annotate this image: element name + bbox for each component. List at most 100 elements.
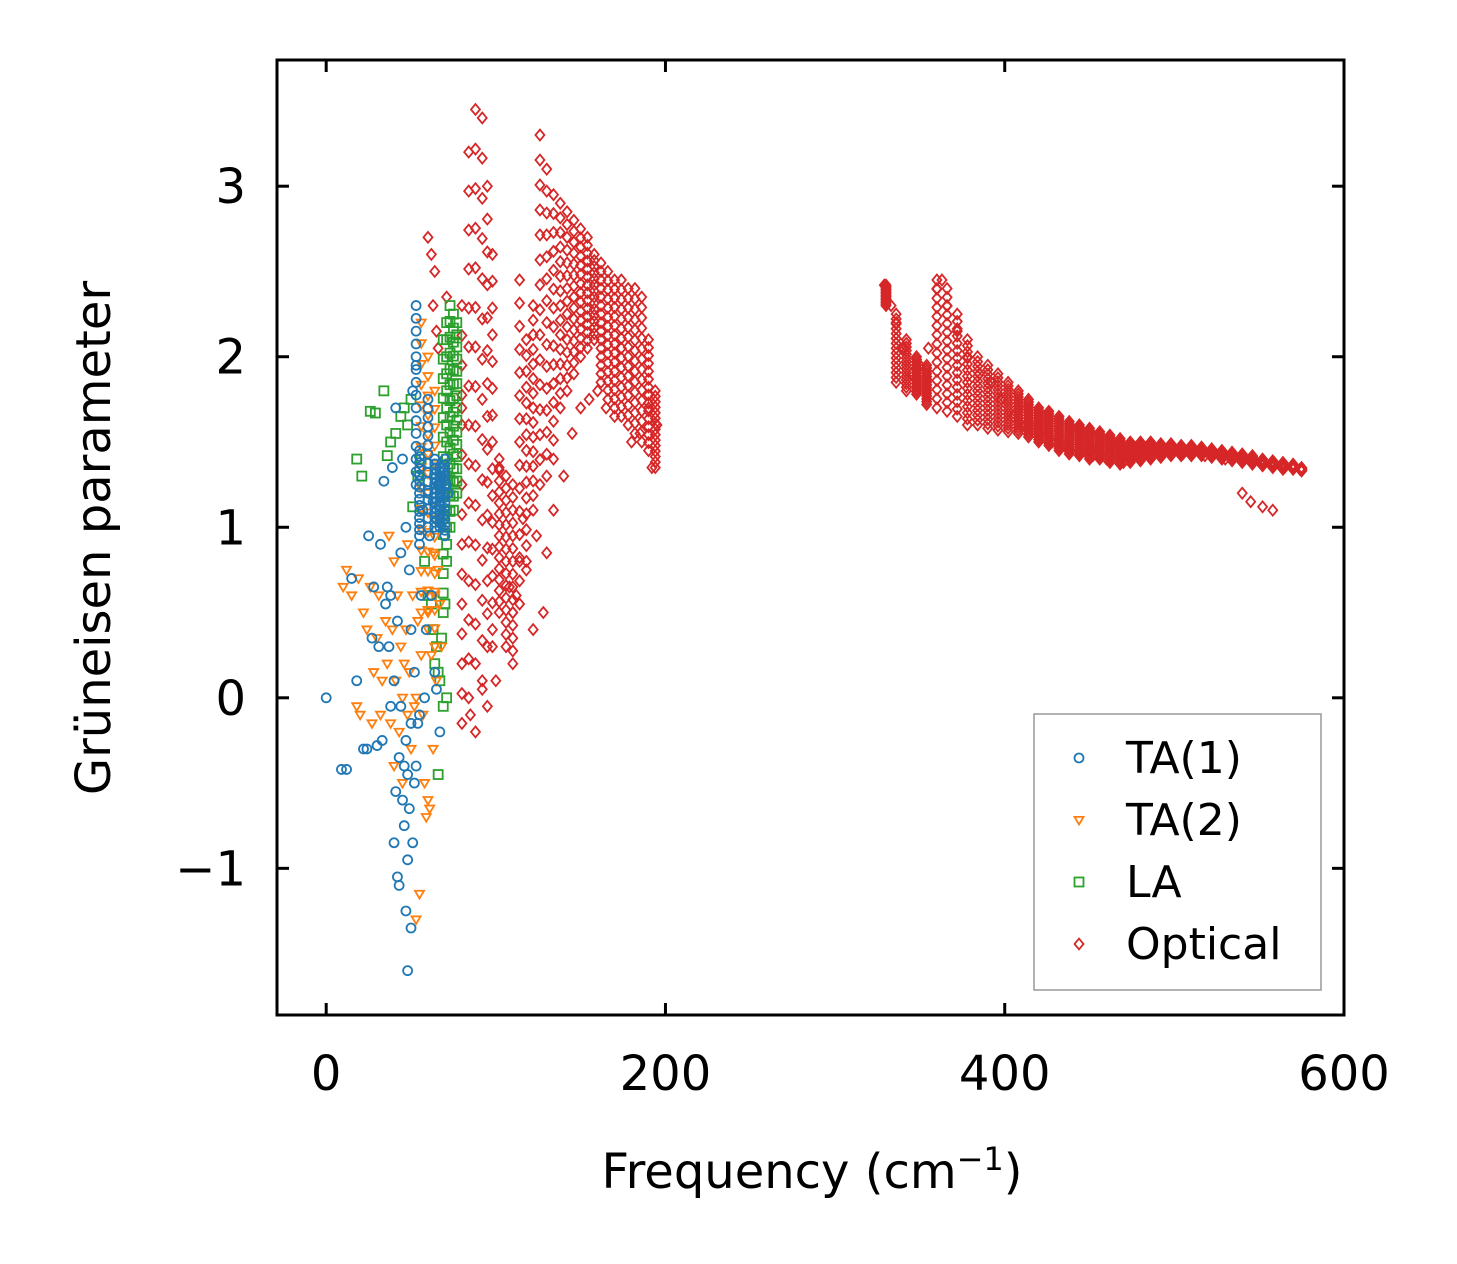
- data-point-optical: [931, 291, 943, 306]
- data-point-ta-2: [428, 606, 441, 617]
- data-point-optical: [547, 206, 560, 221]
- data-point-optical: [527, 488, 539, 503]
- data-point-ta-2: [398, 659, 411, 670]
- data-point-optical: [463, 418, 475, 432]
- data-point-optical: [561, 230, 573, 245]
- data-point-optical: [513, 527, 526, 542]
- data-point-optical: [951, 402, 963, 416]
- data-point-optical: [527, 622, 539, 637]
- data-point-optical: [554, 401, 566, 415]
- data-point-optical: [486, 354, 499, 369]
- data-point-ta-2: [435, 642, 448, 653]
- data-point-optical: [481, 475, 494, 490]
- data-point-optical: [1245, 494, 1257, 509]
- data-point-optical: [588, 320, 600, 335]
- data-point-optical: [1226, 445, 1238, 460]
- data-point-optical: [588, 296, 600, 310]
- data-point-optical: [941, 308, 953, 322]
- data-point-optical: [1012, 384, 1024, 398]
- data-point-optical: [500, 591, 512, 605]
- data-point-ta-1: [425, 590, 437, 601]
- data-point-optical: [931, 328, 943, 342]
- data-point-optical: [642, 356, 655, 371]
- data-point-optical: [541, 381, 553, 396]
- legend-entries: TA(1) TA(2) LA Optical: [1072, 733, 1281, 970]
- y-tick-label: 3: [215, 159, 246, 215]
- data-point-ta-1: [409, 666, 420, 678]
- data-point-optical: [500, 627, 512, 642]
- data-point-ta-1: [439, 497, 451, 509]
- x-axis-label: Frequency (cm−1): [601, 1140, 1022, 1200]
- data-point-ta-1: [410, 300, 422, 311]
- data-point-optical: [1114, 433, 1126, 448]
- legend-label-la: LA: [1126, 857, 1182, 908]
- data-point-optical: [493, 550, 505, 565]
- data-point-optical: [961, 412, 974, 426]
- data-point-optical: [1287, 457, 1299, 471]
- data-point-optical: [534, 128, 546, 142]
- data-point-optical: [1144, 435, 1157, 449]
- data-point-optical: [951, 343, 963, 358]
- data-point-optical: [992, 366, 1004, 381]
- data-point-optical: [534, 203, 546, 217]
- data-point-optical: [636, 331, 648, 346]
- data-point-optical: [1256, 499, 1269, 514]
- data-point-optical: [513, 481, 526, 496]
- data-point-optical: [507, 656, 519, 671]
- data-point-optical: [534, 153, 546, 167]
- data-point-ta-2: [396, 693, 409, 705]
- data-point-ta-2: [421, 606, 435, 617]
- data-point-optical: [547, 320, 560, 334]
- data-point-optical: [507, 618, 519, 633]
- data-point-la: [351, 453, 363, 465]
- data-point-optical: [1094, 424, 1106, 439]
- y-axis-label: Grüneisen parameter: [66, 281, 122, 796]
- data-point-ta-2: [420, 813, 433, 824]
- data-point-ta-1: [320, 692, 332, 704]
- data-point-optical: [541, 425, 553, 440]
- data-point-optical: [469, 577, 482, 592]
- data-point-optical: [469, 656, 482, 671]
- data-point-optical: [476, 151, 488, 165]
- data-point-optical: [595, 324, 607, 338]
- data-point-optical: [500, 578, 512, 593]
- data-point-optical: [456, 298, 468, 313]
- data-point-ta-1: [363, 530, 375, 542]
- data-point-la: [451, 451, 463, 463]
- data-point-optical: [440, 290, 453, 304]
- legend-frame: [1033, 713, 1322, 991]
- data-point-optical: [941, 360, 953, 375]
- data-point-ta-2: [382, 531, 396, 543]
- data-point-optical: [527, 459, 539, 474]
- data-point-ta-1: [395, 547, 407, 559]
- data-point-la: [437, 353, 449, 365]
- data-point-optical: [476, 553, 488, 567]
- data-point-ta-1: [351, 675, 363, 687]
- data-point-optical: [931, 273, 943, 287]
- x-axis-label-main: Frequency (cm: [601, 1144, 956, 1200]
- data-point-optical: [527, 415, 539, 430]
- data-point-optical: [527, 386, 539, 401]
- data-point-la: [441, 555, 453, 567]
- data-point-ta-2: [415, 651, 428, 662]
- data-point-optical: [608, 291, 621, 306]
- data-point-ta-1: [402, 854, 414, 866]
- data-point-ta-1: [400, 735, 412, 746]
- data-point-optical: [500, 469, 512, 483]
- data-point-optical: [941, 325, 953, 340]
- data-point-optical: [422, 230, 434, 245]
- data-point-optical: [547, 414, 560, 429]
- data-point-optical: [636, 321, 648, 335]
- data-point-optical: [513, 342, 526, 357]
- data-point-optical: [500, 566, 512, 581]
- data-point-optical: [608, 300, 621, 315]
- data-point-optical: [951, 373, 963, 387]
- data-point-ta-2: [428, 386, 441, 398]
- data-point-optical: [507, 541, 519, 556]
- data-point-optical: [469, 617, 482, 631]
- legend-marker-ta-1: [1073, 752, 1085, 764]
- data-point-ta-1: [398, 820, 410, 832]
- data-point-optical: [547, 282, 560, 296]
- data-point-optical: [931, 391, 943, 406]
- x-axis-label-superscript: −1: [957, 1140, 1004, 1178]
